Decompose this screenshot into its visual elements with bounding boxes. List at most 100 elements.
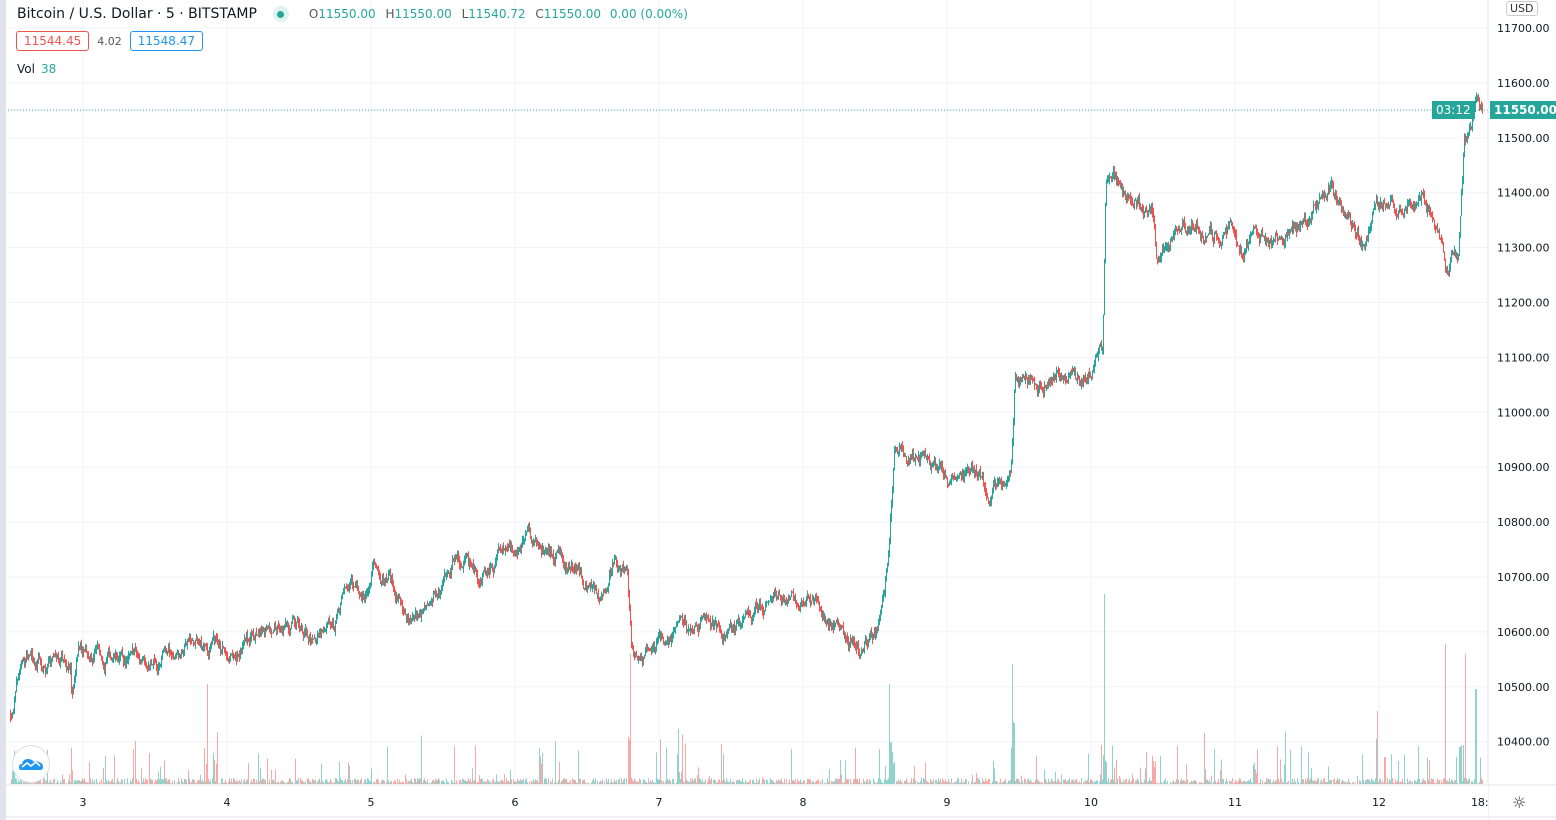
volume-bar <box>507 780 508 784</box>
volume-bar <box>367 778 368 784</box>
volume-bar <box>834 781 835 784</box>
volume-bar <box>648 778 649 784</box>
candle-body <box>601 594 602 597</box>
candle-body <box>417 613 418 616</box>
volume-bar <box>1161 782 1162 784</box>
candle-body <box>44 666 45 668</box>
volume-bar <box>1191 780 1192 784</box>
candle-body <box>993 485 994 492</box>
volume-bar <box>1038 780 1039 784</box>
volume-bar <box>537 779 538 784</box>
candle-body <box>1319 197 1320 203</box>
candle-body <box>1024 378 1025 380</box>
candle-body <box>1209 229 1210 235</box>
volume-bar <box>901 781 902 784</box>
time-axis[interactable] <box>6 785 1488 820</box>
volume-bar <box>456 780 457 784</box>
candle-body <box>1287 233 1288 238</box>
volume-bar <box>1236 781 1237 784</box>
volume-bar <box>1259 783 1260 784</box>
volume-bar <box>235 781 236 784</box>
candle-body <box>976 469 977 474</box>
candle-body <box>680 616 681 621</box>
volume-bar <box>345 778 346 784</box>
volume-bar <box>723 753 724 784</box>
candle-body <box>744 616 745 618</box>
candle-body <box>638 656 639 659</box>
price-axis[interactable] <box>1488 0 1556 820</box>
candle-body <box>243 641 244 647</box>
candle-body <box>1436 225 1437 230</box>
volume-bar <box>806 783 807 784</box>
volume-bar <box>615 781 616 784</box>
candle-body <box>692 627 693 632</box>
candle-body <box>1259 234 1260 242</box>
volume-bar <box>1007 783 1008 784</box>
volume-bar <box>288 781 289 784</box>
volume-bar <box>601 781 602 784</box>
candle-body <box>1212 232 1213 238</box>
candle-body <box>19 671 20 679</box>
candle-body <box>963 473 964 481</box>
candle-body <box>1334 192 1335 196</box>
candle-body <box>502 545 503 552</box>
candle-body <box>934 458 935 464</box>
candle-body <box>946 477 947 479</box>
volume-bar <box>1131 780 1132 784</box>
volume-bar <box>820 781 821 784</box>
candle-body <box>1017 377 1018 379</box>
buy-button[interactable]: 11548.47 <box>129 31 204 51</box>
candle-body <box>1460 216 1461 237</box>
volume-bar <box>162 778 163 784</box>
currency-button[interactable]: USD <box>1506 1 1538 16</box>
candle-body <box>1104 260 1105 316</box>
symbol-title[interactable]: Bitcoin / U.S. Dollar · 5 · BITSTAMP <box>17 6 257 22</box>
candle-body <box>543 547 544 552</box>
candle-body <box>226 655 227 657</box>
candle-body <box>342 593 343 598</box>
candle-body <box>1078 376 1079 380</box>
candle-body <box>542 547 543 553</box>
volume-bar <box>704 782 705 784</box>
candle-body <box>1102 349 1103 351</box>
candle-body <box>1090 372 1091 378</box>
settings-icon[interactable]: ☼ <box>1512 793 1527 812</box>
tradingview-logo-icon[interactable] <box>12 745 50 783</box>
candle-body <box>1114 170 1115 178</box>
volume-bar <box>1152 755 1153 784</box>
volume-bar <box>1184 780 1185 784</box>
volume-bar <box>473 780 474 784</box>
candle-body <box>79 646 80 649</box>
volume-legend[interactable]: Vol 38 <box>17 62 56 76</box>
volume-bar <box>1310 778 1311 784</box>
candle-body <box>46 670 47 673</box>
volume-bar <box>623 779 624 784</box>
candle-body <box>64 659 65 661</box>
candle-body <box>1135 199 1136 201</box>
volume-bar <box>1206 779 1207 784</box>
candle-body <box>47 665 48 671</box>
volume-bar <box>319 778 320 784</box>
candle-body <box>598 593 599 599</box>
candle-body <box>1127 196 1128 202</box>
volume-bar <box>1199 782 1200 784</box>
candle-body <box>717 623 718 628</box>
volume-bar <box>210 779 211 784</box>
volume-bar <box>821 783 822 784</box>
candle-body <box>1129 196 1130 198</box>
candle-body <box>761 605 762 608</box>
candle-body <box>715 621 716 623</box>
volume-bar <box>412 781 413 784</box>
volume-bar <box>1398 761 1399 784</box>
candle-body <box>925 451 926 457</box>
volume-bar <box>1138 780 1139 784</box>
sell-button[interactable]: 11544.45 <box>16 31 90 51</box>
candle-body <box>55 654 56 656</box>
candle-body <box>831 621 832 627</box>
volume-value: 38 <box>40 62 57 76</box>
candle-body <box>536 539 537 544</box>
candle-body <box>905 453 906 457</box>
candle-body <box>940 462 941 467</box>
volume-bar <box>321 763 322 784</box>
